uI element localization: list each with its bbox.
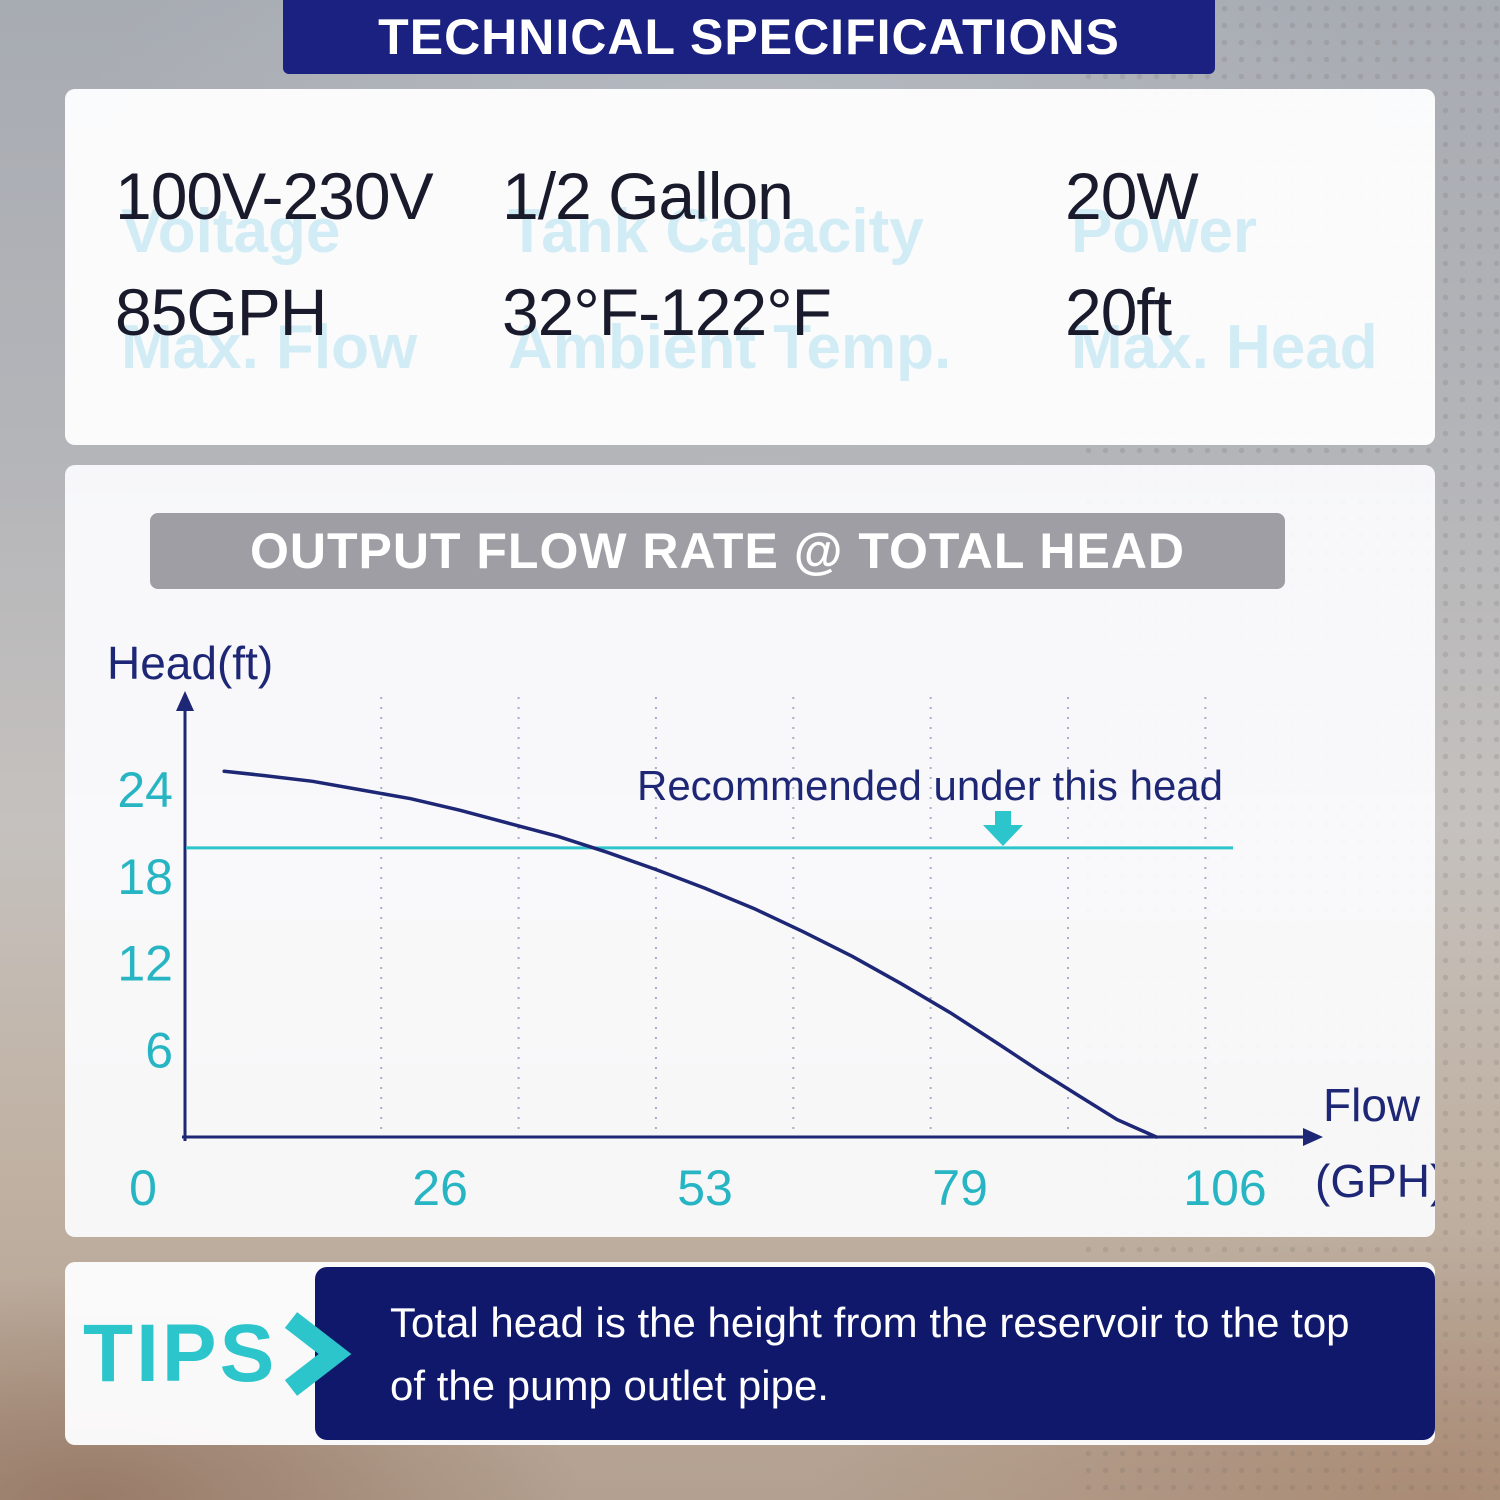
y-tick-label: 24: [117, 762, 173, 818]
x-tick-label: 79: [932, 1160, 988, 1216]
chevron-right-icon: [284, 1312, 352, 1396]
spec-cell-max-flow: Max. Flow 85GPH: [115, 275, 417, 399]
spec-label-watermark: Max. Flow: [121, 313, 418, 382]
spec-value: 20W: [1065, 159, 1199, 233]
spec-cell-ambient-temp: Ambient Temp. 32°F-122°F: [502, 275, 951, 399]
flow-head-chart: Recommended under this head 0 6 12 18 24 26 53 7…: [107, 637, 1435, 1216]
spec-label-watermark: Ambient Temp.: [508, 313, 952, 382]
spec-value: 1/2 Gallon: [502, 159, 794, 233]
spec-cell-tank-capacity: Tank Capacity 1/2 Gallon: [502, 159, 924, 283]
spec-value: 32°F-122°F: [502, 275, 832, 349]
specs-card: Voltage 100V-230V Tank Capacity 1/2 Gall…: [65, 89, 1435, 445]
x-tick-label: 26: [412, 1160, 468, 1216]
y-axis-arrow-icon: [176, 691, 194, 711]
x-axis-title-line2: (GPH): [1315, 1155, 1435, 1207]
spec-cell-max-head: Max. Head 20ft: [1065, 275, 1378, 399]
chart-title: OUTPUT FLOW RATE @ TOTAL HEAD: [249, 523, 1186, 579]
spec-label-watermark: Max. Head: [1071, 313, 1378, 382]
tips-box: Total head is the height from the reserv…: [315, 1267, 1435, 1440]
pump-curve: [222, 769, 1159, 1139]
origin-tick-label: 0: [129, 1160, 157, 1216]
y-tick-label: 6: [145, 1022, 173, 1078]
y-axis-title: Head(ft): [107, 637, 273, 689]
x-tick-label: 106: [1183, 1160, 1266, 1216]
spec-label-watermark: Tank Capacity: [508, 197, 924, 266]
x-tick-label: 53: [677, 1160, 733, 1216]
header-banner: TECHNICAL SPECIFICATIONS: [283, 0, 1215, 74]
spec-value: 100V-230V: [115, 159, 434, 233]
y-tick-label: 18: [117, 849, 173, 905]
spec-cell-power: Power 20W: [1065, 159, 1257, 283]
tips-label: TIPS: [83, 1307, 278, 1399]
page-title: TECHNICAL SPECIFICATIONS: [378, 9, 1120, 65]
spec-value: 85GPH: [115, 275, 327, 349]
chart-card: OUTPUT FLOW RATE @ TOTAL HEAD Recommende…: [65, 465, 1435, 1237]
y-tick-label: 12: [117, 936, 173, 992]
chart-title-banner: OUTPUT FLOW RATE @ TOTAL HEAD: [150, 513, 1285, 589]
tips-text: Total head is the height from the reserv…: [390, 1298, 1350, 1409]
x-axis-title-line1: Flow: [1323, 1079, 1421, 1131]
recommended-annotation: Recommended under this head: [637, 762, 1223, 809]
tips-card: TIPS Total head is the height from the r…: [65, 1262, 1435, 1445]
spec-cell-voltage: Voltage 100V-230V: [115, 159, 434, 283]
spec-label-watermark: Voltage: [121, 197, 341, 266]
spec-value: 20ft: [1065, 275, 1172, 349]
down-arrow-icon: [983, 811, 1023, 846]
spec-label-watermark: Power: [1071, 197, 1258, 266]
x-axis-arrow-icon: [1303, 1128, 1323, 1146]
